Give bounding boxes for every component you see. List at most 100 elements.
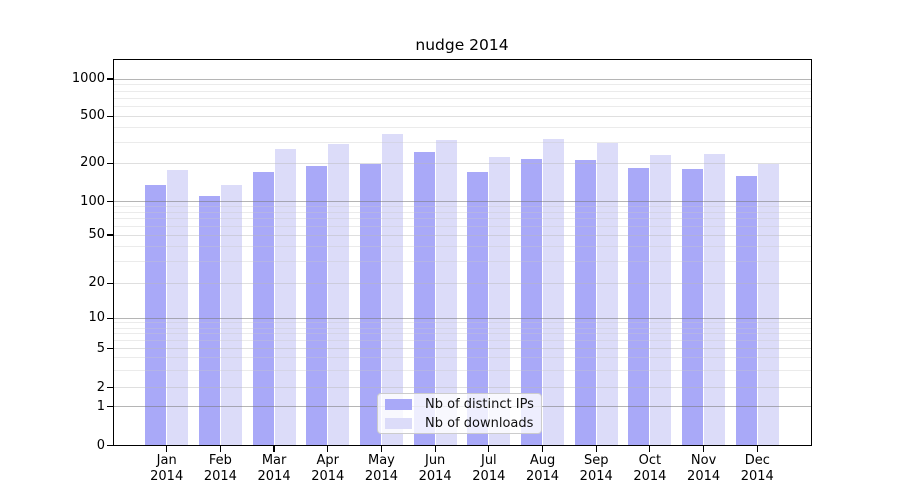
x-tick-mark-feb <box>219 445 221 452</box>
gridline-600 <box>113 105 811 107</box>
bar-downloads-nov <box>704 153 726 446</box>
x-axis-tick-label-year: 2014 <box>687 468 721 484</box>
y-axis-tick-label: 0 <box>96 437 105 453</box>
bar-distinct-ips-dec <box>735 176 757 446</box>
x-axis-tick-label-year: 2014 <box>740 468 774 484</box>
x-axis-tick-label-year: 2014 <box>472 468 506 484</box>
gridline-200 <box>113 162 811 164</box>
legend-label-downloads: Nb of downloads <box>425 415 534 431</box>
x-axis-tick-label: Jan 2014 <box>136 453 198 484</box>
bar-downloads-sep <box>596 142 618 446</box>
gridline-5 <box>113 348 811 349</box>
bar-distinct-ips-sep <box>574 160 596 446</box>
x-tick-mark-jan <box>166 445 168 452</box>
gridline-4 <box>113 357 811 359</box>
legend-row-distinct-ips: Nb of distinct IPs <box>385 395 541 414</box>
bar-distinct-ips-aug <box>521 159 543 446</box>
bar-distinct-ips-may <box>359 164 381 446</box>
x-axis-tick-label: Jul 2014 <box>458 453 520 484</box>
x-tick-mark-aug <box>541 445 544 452</box>
gridline-20 <box>113 282 811 284</box>
x-axis-tick-label-year: 2014 <box>579 468 613 484</box>
y-axis-tick-label: 200 <box>80 155 105 171</box>
x-axis-tick-label: Jun 2014 <box>404 453 466 484</box>
bar-distinct-ips-jul <box>467 172 489 446</box>
gridline-80 <box>113 211 811 213</box>
x-tick-mark-jun <box>434 445 436 452</box>
y-tick-mark-20 <box>107 282 114 284</box>
bar-distinct-ips-oct <box>628 167 650 446</box>
gridline-900 <box>113 84 811 86</box>
x-axis-tick-label-year: 2014 <box>257 468 291 484</box>
gridline-2 <box>113 387 811 388</box>
x-axis-tick-label-year: 2014 <box>418 468 452 484</box>
axis-spine-top <box>113 58 811 60</box>
bar-distinct-ips-nov <box>682 168 704 446</box>
bar-downloads-jan <box>167 170 189 446</box>
y-axis-tick-label: 500 <box>80 108 105 124</box>
bar-downloads-jun <box>435 140 457 446</box>
y-tick-mark-2 <box>107 386 114 389</box>
x-tick-mark-sep <box>595 445 597 452</box>
gridline-7 <box>113 333 811 335</box>
y-axis-tick-label: 1 <box>96 398 105 414</box>
bar-distinct-ips-apr <box>306 165 328 446</box>
gridline-300 <box>113 142 811 143</box>
x-tick-mark-apr <box>327 445 329 452</box>
bar-downloads-apr <box>328 144 350 446</box>
y-tick-mark-10 <box>107 317 114 319</box>
x-axis-tick-label: Sep 2014 <box>565 453 627 484</box>
bar-downloads-mar <box>274 149 296 446</box>
bar-distinct-ips-jun <box>413 151 435 446</box>
gridline-60 <box>113 225 811 227</box>
y-axis-tick-label: 2 <box>96 379 105 395</box>
legend: Nb of distinct IPs Nb of downloads <box>377 393 542 434</box>
x-tick-mark-may <box>380 445 383 452</box>
gridline-90 <box>113 206 811 208</box>
axis-spine-bottom <box>113 445 811 447</box>
bar-distinct-ips-jan <box>145 185 167 446</box>
legend-label-distinct-ips: Nb of distinct IPs <box>425 396 534 412</box>
bar-distinct-ips-mar <box>252 172 274 446</box>
x-axis-tick-label: Oct 2014 <box>619 453 681 484</box>
axis-spine-left <box>113 58 115 446</box>
y-axis-tick-label: 100 <box>80 193 105 209</box>
x-axis-tick-label-year: 2014 <box>150 468 184 484</box>
bar-downloads-feb <box>220 185 242 446</box>
x-tick-mark-jul <box>488 445 490 452</box>
legend-swatch-downloads <box>385 417 412 429</box>
gridline-800 <box>113 90 811 92</box>
x-axis-tick-label-year: 2014 <box>633 468 667 484</box>
gridline-10 <box>113 317 811 319</box>
y-axis-tick-label: 5 <box>96 340 105 356</box>
gridline-1000 <box>113 78 811 80</box>
x-axis-tick-label-year: 2014 <box>525 468 560 484</box>
bar-downloads-jul <box>489 157 511 446</box>
bar-distinct-ips-feb <box>198 196 220 446</box>
y-tick-mark-500 <box>107 115 114 117</box>
y-tick-mark-50 <box>107 234 114 236</box>
bar-downloads-aug <box>543 138 565 446</box>
y-axis-tick-label: 20 <box>88 275 105 291</box>
x-axis-tick-label: May 2014 <box>350 453 412 484</box>
y-tick-mark-1000 <box>107 78 114 80</box>
x-axis-tick-label: Feb 2014 <box>189 453 251 484</box>
gridline-30 <box>113 261 811 263</box>
x-axis-tick-label: Aug 2014 <box>512 453 574 484</box>
y-tick-mark-100 <box>107 201 114 203</box>
x-axis-tick-label: Dec 2014 <box>726 453 788 484</box>
gridline-50 <box>113 234 811 236</box>
y-tick-mark-200 <box>107 162 114 164</box>
x-axis-tick-label: Nov 2014 <box>673 453 735 484</box>
bar-downloads-may <box>381 134 403 446</box>
legend-swatch-distinct-ips <box>385 398 412 410</box>
axis-spine-right <box>810 58 812 446</box>
gridline-3 <box>113 369 811 371</box>
x-axis-tick-label: Mar 2014 <box>243 453 305 484</box>
x-tick-mark-dec <box>756 445 758 452</box>
x-axis-tick-label-year: 2014 <box>203 468 237 484</box>
bar-downloads-oct <box>650 154 672 446</box>
gridline-70 <box>113 218 811 220</box>
gridline-6 <box>113 340 811 342</box>
